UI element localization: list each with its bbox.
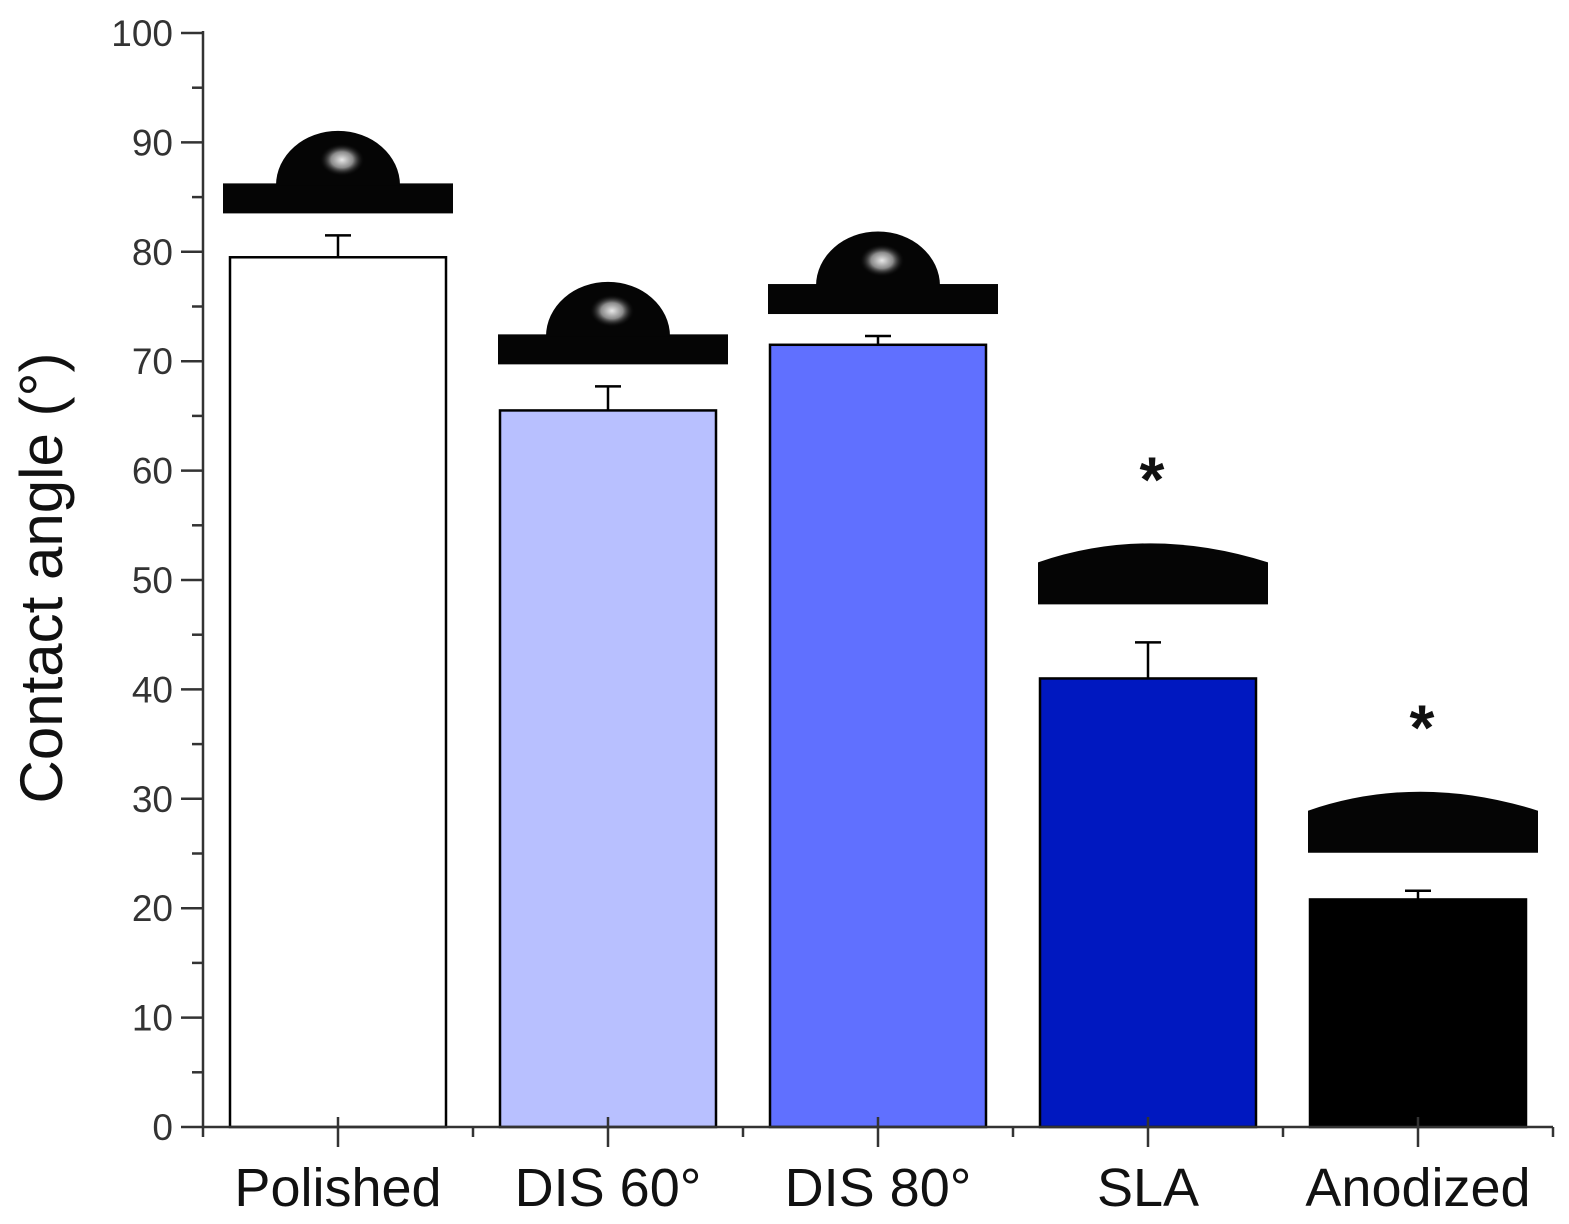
bar-sla	[1038, 677, 1258, 1129]
error-bar-sla	[1135, 641, 1161, 679]
y-tick-label: 20	[132, 888, 173, 929]
y-axis-title: Contact angle (°)	[8, 353, 75, 804]
error-bar-anodized	[1405, 889, 1431, 900]
x-tick-label: DIS 80°	[785, 1158, 972, 1218]
y-tick-label: 50	[132, 560, 173, 601]
y-tick-label: 0	[152, 1107, 173, 1148]
y-tick-label: 10	[132, 998, 173, 1039]
error-bar-polished	[325, 234, 351, 258]
x-tick-label: Polished	[234, 1158, 441, 1218]
y-tick-label: 100	[111, 13, 173, 54]
bar-polished	[228, 256, 448, 1129]
droplet-insets	[223, 130, 1538, 853]
error-bars	[325, 234, 1431, 900]
y-tick-label: 30	[132, 779, 173, 820]
bar-anodized	[1308, 898, 1528, 1129]
x-tick-label: Anodized	[1305, 1158, 1530, 1218]
bars	[228, 256, 1528, 1129]
x-tick-label: SLA	[1097, 1158, 1199, 1218]
y-tick-label: 40	[132, 669, 173, 710]
bar-dis-80	[768, 343, 988, 1129]
significance-asterisk: *	[1140, 443, 1165, 515]
droplet-inset	[498, 281, 728, 365]
error-bar-dis-80	[865, 334, 891, 345]
axes: 0 10 20 30 40 50 60 70 80 90 100 Polished DIS 60° DIS…	[111, 13, 1555, 1218]
x-tick-label: DIS 60°	[515, 1158, 702, 1218]
droplet-inset	[1038, 543, 1268, 605]
significance-markers: **	[1140, 443, 1435, 763]
significance-asterisk: *	[1410, 692, 1435, 764]
droplet-inset	[223, 130, 453, 214]
bar-dis-60	[498, 409, 718, 1129]
y-tick-label: 60	[132, 451, 173, 492]
y-tick-label: 90	[132, 122, 173, 163]
y-tick-label: 80	[132, 232, 173, 273]
droplet-inset	[768, 231, 998, 315]
y-tick-label: 70	[132, 341, 173, 382]
droplet-inset	[1308, 791, 1538, 853]
error-bar-dis-60	[595, 385, 621, 411]
